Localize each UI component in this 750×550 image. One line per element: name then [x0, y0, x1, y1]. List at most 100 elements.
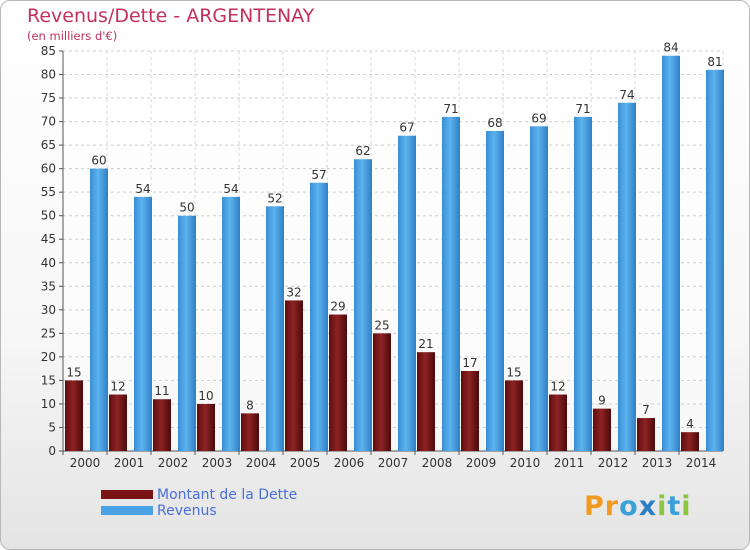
- y-tick-label: 40: [41, 256, 56, 270]
- bar-dette: [65, 380, 83, 451]
- y-tick-label: 15: [41, 373, 56, 387]
- y-tick-label: 10: [41, 397, 56, 411]
- data-label-dette: 4: [686, 417, 694, 431]
- y-tick-label: 80: [41, 68, 56, 82]
- data-label-revenus: 68: [487, 116, 502, 130]
- data-label-revenus: 71: [443, 102, 458, 116]
- data-label-revenus: 71: [575, 102, 590, 116]
- y-tick-label: 5: [48, 420, 56, 434]
- y-tick-label: 70: [41, 115, 56, 129]
- x-tick-label: 2014: [686, 456, 717, 470]
- data-label-revenus: 62: [355, 144, 370, 158]
- bar-dette: [109, 394, 127, 451]
- data-label-dette: 32: [286, 285, 301, 299]
- y-tick-label: 50: [41, 209, 56, 223]
- x-tick-label: 2006: [334, 456, 365, 470]
- y-tick-label: 30: [41, 303, 56, 317]
- data-label-dette: 29: [330, 300, 345, 314]
- data-label-revenus: 54: [135, 182, 150, 196]
- bar-revenus: [354, 159, 372, 451]
- bar-dette: [505, 380, 523, 451]
- data-label-revenus: 81: [707, 55, 722, 69]
- bar-revenus: [530, 126, 548, 451]
- data-label-dette: 11: [154, 384, 169, 398]
- bar-revenus: [266, 206, 284, 451]
- bar-revenus: [706, 69, 724, 451]
- bar-dette: [373, 333, 391, 451]
- data-label-dette: 15: [506, 365, 521, 379]
- logo-letter: r: [604, 491, 620, 522]
- bar-chart: 0 5 10 15 20 25 30 35 40 45 50 55 60 65 70 75 80 85 15 60 20…: [41, 41, 724, 470]
- x-tick-label: 2010: [510, 456, 541, 470]
- x-tick-label: 2008: [422, 456, 453, 470]
- bar-revenus: [662, 55, 680, 452]
- bar-revenus: [222, 196, 240, 451]
- x-tick-label: 2007: [378, 456, 409, 470]
- bar-dette: [549, 394, 567, 451]
- bar-revenus: [90, 168, 108, 451]
- bar-dette: [285, 300, 303, 451]
- logo-letter: t: [667, 491, 682, 522]
- y-tick-label: 75: [41, 91, 56, 105]
- y-tick-label: 85: [41, 44, 56, 58]
- y-tick-label: 35: [41, 279, 56, 293]
- bar-dette: [637, 418, 655, 451]
- bar-dette: [329, 314, 347, 451]
- data-label-dette: 15: [66, 365, 81, 379]
- x-tick-label: 2005: [290, 456, 321, 470]
- data-label-dette: 25: [374, 318, 389, 332]
- y-tick-label: 65: [41, 138, 56, 152]
- plot-area: [63, 51, 723, 451]
- legend-label-dette: Montant de la Dette: [157, 487, 298, 503]
- bar-revenus: [134, 196, 152, 451]
- data-label-dette: 10: [198, 389, 213, 403]
- data-label-dette: 12: [110, 380, 125, 394]
- legend-swatch-revenus: [101, 506, 153, 515]
- bar-dette: [241, 413, 259, 451]
- data-label-dette: 7: [642, 403, 650, 417]
- y-tick-label: 55: [41, 185, 56, 199]
- y-tick-label: 20: [41, 350, 56, 364]
- logo-letter: o: [619, 491, 639, 522]
- data-label-dette: 21: [418, 337, 433, 351]
- data-label-revenus: 52: [267, 191, 282, 205]
- legend-label-revenus: Revenus: [157, 503, 217, 519]
- x-tick-label: 2002: [158, 456, 189, 470]
- x-tick-label: 2009: [466, 456, 497, 470]
- bar-dette: [681, 432, 699, 451]
- data-label-dette: 17: [462, 356, 477, 370]
- bar-revenus: [178, 215, 196, 451]
- data-label-revenus: 84: [663, 41, 678, 55]
- data-label-dette: 12: [550, 380, 565, 394]
- bar-dette: [593, 408, 611, 451]
- bar-dette: [417, 352, 435, 451]
- data-label-revenus: 57: [311, 168, 326, 182]
- bar-dette: [461, 371, 479, 451]
- data-label-revenus: 50: [179, 201, 194, 215]
- chart-title: Revenus/Dette - ARGENTENAY: [27, 5, 315, 27]
- y-tick-label: 60: [41, 162, 56, 176]
- data-label-revenus: 60: [91, 154, 106, 168]
- x-tick-label: 2011: [554, 456, 585, 470]
- x-tick-label: 2001: [114, 456, 145, 470]
- data-label-revenus: 67: [399, 121, 414, 135]
- data-label-dette: 8: [246, 398, 254, 412]
- data-label-revenus: 69: [531, 111, 546, 125]
- y-tick-label: 0: [48, 444, 56, 458]
- logo-letter: i: [657, 491, 668, 522]
- bar-dette: [197, 403, 215, 451]
- logo-letter: x: [638, 491, 658, 522]
- proxiti-logo: Proxiti: [584, 491, 692, 522]
- data-label-revenus: 54: [223, 182, 238, 196]
- chart-subtitle: (en milliers d'€): [27, 29, 118, 43]
- y-tick-label: 45: [41, 232, 56, 246]
- bar-revenus: [398, 135, 416, 452]
- data-label-revenus: 74: [619, 88, 634, 102]
- y-tick-label: 25: [41, 326, 56, 340]
- x-tick-label: 2000: [70, 456, 101, 470]
- x-tick-label: 2003: [202, 456, 233, 470]
- x-tick-label: 2012: [598, 456, 629, 470]
- data-label-dette: 9: [598, 394, 606, 408]
- logo-letter: P: [584, 491, 605, 522]
